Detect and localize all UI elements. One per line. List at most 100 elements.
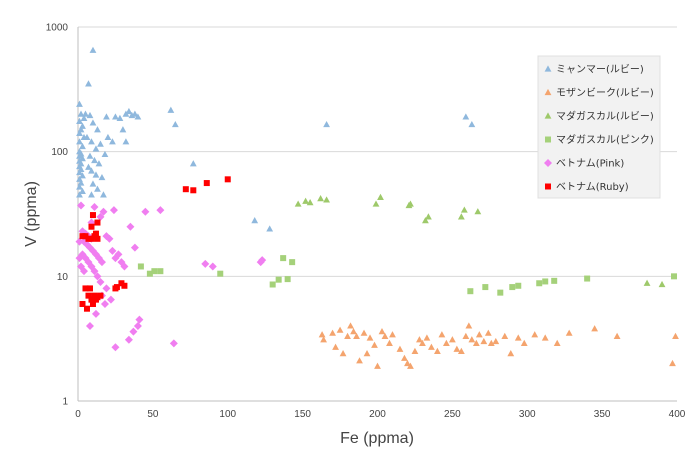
data-point [671,273,678,280]
legend-label: ベトナム(Pink) [556,158,624,170]
data-point [90,267,99,276]
data-point [92,145,100,152]
legend-marker [544,112,552,119]
data-point [329,329,336,336]
data-point [492,337,500,345]
data-point [99,207,108,216]
data-point [468,120,476,128]
data-point [553,339,561,346]
data-point [339,350,347,357]
data-point [134,113,142,120]
data-point [85,80,92,87]
data-point [169,339,178,348]
x-tick-label: 350 [594,409,611,420]
data-point [89,300,96,307]
data-point [542,278,549,285]
data-point [100,191,107,198]
y-tick-label: 10 [57,272,69,283]
data-point [95,160,103,167]
legend: ミャンマー(ルビー) モザンビーク(ルビー) マダガスカル(ルビー) マダガスカル(ピ… [537,55,661,199]
legend-label: ミャンマー(ルビー) [556,64,644,76]
legend-label: マダガスカル(ルビー) [556,110,654,123]
data-point [121,282,128,289]
data-point [332,343,339,350]
data-point [88,167,95,174]
data-point [356,357,363,364]
series-6 [79,176,231,312]
y-axis-title: V (ppma) [23,181,40,247]
data-point [94,219,101,226]
legend-entry: ベトナム(Pink) [544,158,624,170]
data-point [189,160,197,167]
data-point [88,138,95,145]
data-point [474,208,482,215]
data-point [90,202,99,211]
data-point [82,110,89,117]
x-tick-label: 150 [294,409,311,420]
data-point [167,106,175,113]
data-point [76,183,83,190]
data-point [520,339,528,346]
data-points [75,46,679,369]
data-point [266,225,274,232]
legend-entry: ミャンマー(ルビー) [544,64,644,76]
data-point [401,354,408,361]
data-point [347,322,354,329]
legend-label: モザンビーク(ルビー) [556,87,654,99]
data-point [591,325,599,332]
data-point [497,289,504,296]
data-point [422,216,429,224]
data-point [76,191,83,198]
data-point [613,332,621,339]
data-point [318,331,326,338]
data-point [317,195,324,202]
data-point [79,267,88,276]
data-point [416,336,423,343]
data-point [89,180,97,187]
data-point [119,126,127,133]
data-point [419,339,426,346]
data-point [411,347,419,354]
data-point [438,331,446,338]
data-point [284,276,291,283]
data-point [80,114,88,121]
data-point [389,331,396,338]
data-point [378,328,386,335]
x-tick-label: 100 [219,409,236,420]
data-point [217,270,224,277]
data-point [130,243,139,252]
series-4 [137,255,678,296]
y-tick-label: 1000 [46,23,69,34]
data-point [102,284,111,293]
series-2 [318,322,679,369]
data-point [92,296,99,303]
data-point [448,336,456,343]
data-point [75,237,84,246]
data-point [98,173,106,181]
data-point [106,295,115,304]
data-point [88,296,95,303]
data-point [86,152,94,159]
data-point [76,117,83,124]
data-point [514,334,522,341]
data-point [468,336,476,343]
x-tick-label: 50 [147,409,159,420]
data-point [669,359,676,367]
data-point [381,332,389,339]
data-point [269,281,276,288]
data-point [472,339,480,346]
data-point [457,213,465,220]
data-point [323,196,330,203]
data-point [109,138,116,145]
data-point [133,321,142,330]
legend-marker [544,159,552,167]
data-point [386,339,393,346]
data-point [91,156,98,164]
data-point [658,280,666,288]
x-tick-label: 250 [444,409,461,420]
data-point [584,275,591,282]
y-tick-label: 100 [51,147,68,158]
data-point [103,113,110,120]
